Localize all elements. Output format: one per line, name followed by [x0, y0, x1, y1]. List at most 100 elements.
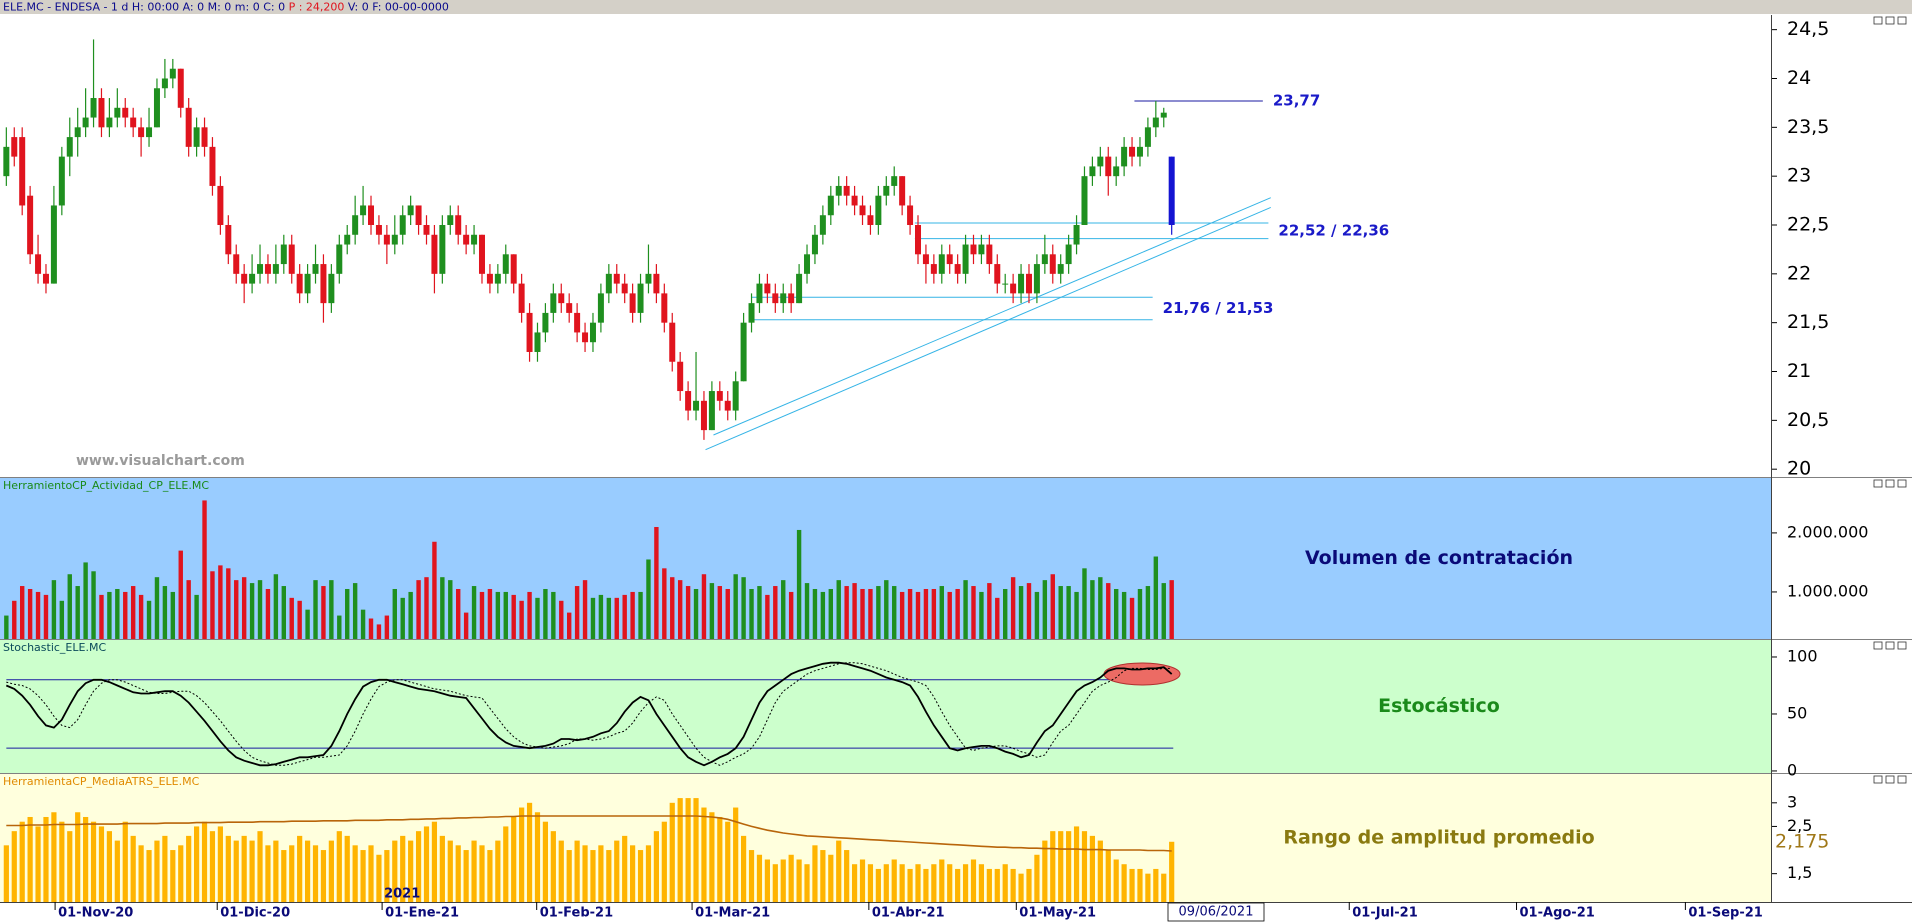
candle-body — [66, 137, 73, 157]
atr-bar — [455, 845, 461, 902]
atr-bar — [653, 831, 659, 902]
volume-bar — [1121, 591, 1127, 639]
candle-body — [780, 293, 787, 304]
atr-bar — [487, 850, 493, 902]
atr-bar — [162, 835, 168, 902]
candle-body — [336, 244, 343, 274]
atr-bar — [669, 802, 675, 902]
atr-bar — [201, 821, 208, 902]
candle-body — [510, 254, 517, 284]
candle-body — [1010, 283, 1017, 294]
atr-bar — [939, 859, 945, 902]
candle-body — [177, 68, 184, 108]
atr-bar — [1026, 868, 1032, 902]
volume-bar — [463, 612, 469, 639]
atr-bar — [241, 835, 247, 902]
volume-bar — [654, 527, 659, 639]
y-tick-label: 24 — [1787, 67, 1811, 89]
atr-bar — [83, 816, 89, 902]
candle-body — [526, 312, 533, 352]
atr-bar — [1010, 868, 1016, 902]
volume-bar — [1010, 577, 1016, 639]
candle-body — [597, 293, 604, 323]
y-tick-label: 1,5 — [1787, 863, 1812, 882]
atr-bar — [717, 816, 723, 902]
candle-body — [146, 127, 153, 138]
atr-bar — [265, 845, 271, 902]
candle-body — [907, 205, 914, 225]
atr-bar — [257, 831, 263, 902]
volume-bar — [456, 588, 461, 639]
atr-bar — [43, 816, 49, 902]
volume-bar — [424, 577, 429, 639]
atr-bar — [1050, 831, 1056, 902]
atr-bar — [186, 835, 192, 902]
level-label: 21,76 / 21,53 — [1163, 299, 1274, 317]
atr-bar — [281, 850, 287, 902]
atr-bar — [804, 864, 810, 902]
atr-bar — [772, 864, 778, 902]
window-button — [1897, 16, 1907, 25]
candle-body — [1129, 146, 1136, 157]
candle-body — [558, 293, 565, 304]
atr-bar — [51, 812, 57, 902]
candle-body — [360, 205, 367, 216]
atr-bar — [503, 826, 509, 902]
trend-line — [713, 197, 1271, 436]
candle-body — [185, 107, 192, 147]
candle-body — [74, 127, 81, 138]
y-tick-label: 50 — [1787, 703, 1807, 722]
y-tick-label: 21 — [1787, 360, 1811, 382]
volume-bar — [384, 615, 390, 639]
atr-bar — [947, 864, 953, 902]
atr-bar — [1097, 840, 1103, 902]
candle-body — [42, 273, 49, 284]
atr-bar — [225, 835, 231, 902]
level-label: 23,77 — [1273, 91, 1320, 109]
candle-body — [930, 264, 937, 274]
volume-bar — [1034, 591, 1040, 639]
volume-bar — [923, 588, 929, 639]
volume-bar — [115, 588, 120, 639]
atr-bar — [907, 868, 913, 902]
pane-label: Estocástico — [1378, 695, 1500, 717]
volume-bar — [796, 529, 802, 639]
atr-bar — [709, 812, 715, 902]
candle-body — [153, 88, 160, 128]
volume-bar — [757, 586, 762, 639]
volume-bar — [646, 559, 651, 639]
atr-bar — [733, 807, 739, 902]
atr-bar — [788, 854, 794, 902]
atr-bar — [90, 821, 97, 902]
candle-body — [320, 264, 327, 304]
volume-bar — [566, 612, 572, 639]
candle-body — [819, 215, 826, 235]
atr-bar — [1081, 831, 1088, 902]
candle-body — [875, 195, 882, 225]
volume-bar — [511, 594, 516, 639]
volume-bar — [265, 588, 271, 639]
volume-bar — [1026, 583, 1032, 639]
volume-bar — [543, 588, 548, 639]
candle-body — [463, 234, 470, 245]
candle-body — [613, 273, 620, 284]
atr-bar — [352, 845, 358, 902]
volume-bar — [416, 580, 421, 639]
atr-bar — [542, 821, 549, 902]
candle-body — [1049, 254, 1056, 274]
atr-bar — [1066, 831, 1072, 902]
volume-bar — [234, 580, 239, 639]
volume-bar — [321, 586, 326, 639]
volume-bar — [939, 586, 944, 639]
volume-bar — [1098, 577, 1103, 639]
volume-bar — [313, 580, 318, 639]
atr-bar — [1042, 840, 1048, 902]
volume-bar — [899, 591, 905, 639]
volume-bar — [360, 609, 366, 639]
atr-bar — [899, 864, 905, 902]
volume-bar — [884, 580, 889, 639]
atr-bar — [320, 850, 327, 902]
candle-body — [748, 303, 755, 323]
volume-bar — [67, 574, 72, 639]
volume-bar — [154, 577, 160, 639]
